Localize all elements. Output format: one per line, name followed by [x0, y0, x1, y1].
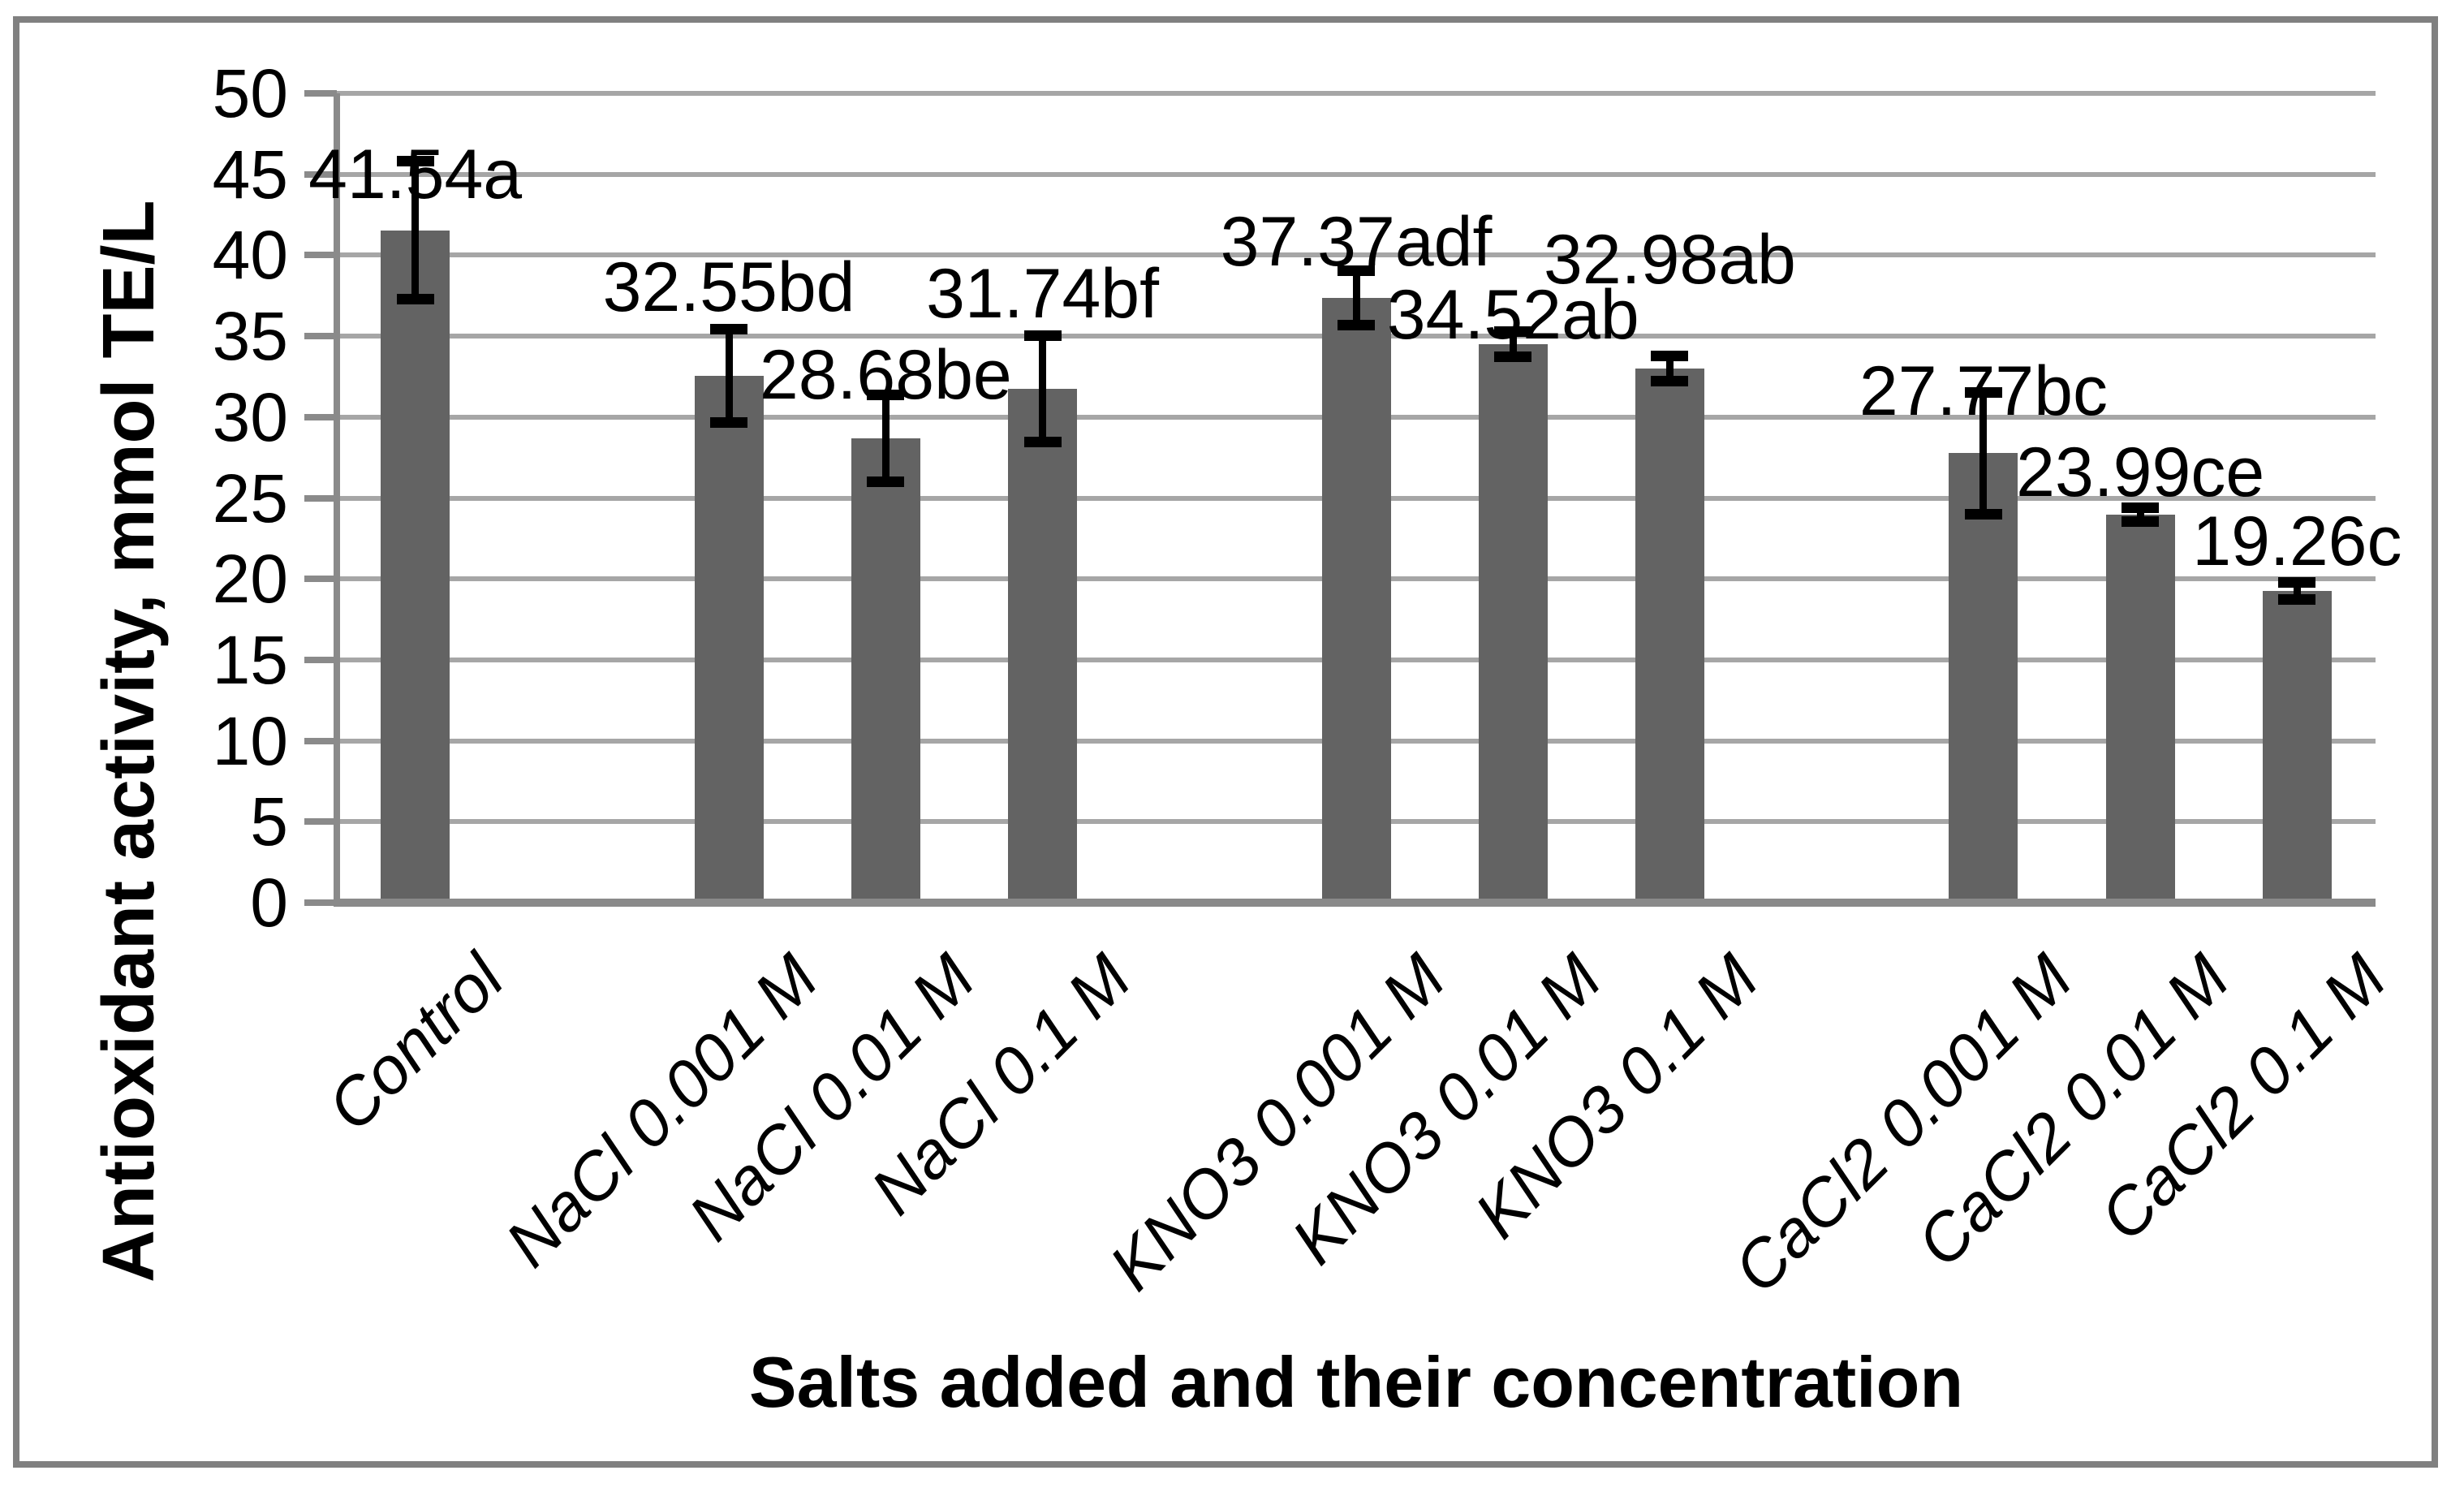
error-bar-line [2293, 579, 2301, 603]
y-tick-label: 5 [250, 783, 288, 860]
data-label: 32.55bd [602, 248, 855, 327]
bar [851, 438, 920, 899]
bar [1635, 369, 1704, 899]
bar [2105, 514, 2175, 899]
error-bar-line [725, 326, 733, 426]
error-bar-cap-bottom [1338, 319, 1375, 330]
y-tick-label: 0 [250, 865, 288, 941]
error-bar-cap-top [710, 324, 748, 335]
x-axis-title: Salts added and their concentration [748, 1342, 1964, 1422]
error-bar-cap-top [1494, 326, 1532, 337]
y-tick-label: 50 [212, 55, 288, 132]
error-bar-cap-top [1651, 351, 1689, 362]
bar [1949, 453, 2018, 899]
error-bar-cap-top [1023, 330, 1062, 342]
y-tick-label: 35 [212, 298, 288, 375]
x-axis-line [337, 899, 2376, 907]
gridline [337, 252, 2376, 258]
data-label: 41.54a [308, 135, 523, 213]
error-bar-cap-bottom [710, 416, 748, 428]
y-axis-tick [304, 413, 337, 420]
error-bar-cap-top [1964, 386, 2002, 398]
category-label: Control [313, 941, 519, 1145]
bar [2262, 590, 2332, 899]
error-bar-cap-top [1338, 265, 1375, 276]
y-axis-tick [304, 737, 337, 744]
bar [1008, 389, 1078, 899]
error-bar-cap-bottom [1023, 436, 1062, 447]
gridline [337, 91, 2376, 96]
error-bar-cap-bottom [2122, 515, 2160, 527]
y-axis-title: Antioxidant activity, mmol TE/L [88, 200, 170, 1283]
y-axis-tick [304, 576, 337, 583]
bar [1321, 297, 1391, 899]
error-bar-line [1979, 388, 1988, 519]
y-axis-line [334, 93, 340, 907]
bar [381, 230, 450, 899]
y-tick-label: 30 [212, 378, 288, 455]
y-tick-label: 40 [212, 217, 288, 294]
error-bar-line [881, 391, 890, 485]
error-bar-cap-top [2122, 502, 2160, 513]
error-bar-cap-bottom [867, 476, 905, 487]
error-bar-cap-top [867, 390, 905, 401]
error-bar-line [1352, 266, 1360, 329]
y-axis-tick [304, 333, 337, 340]
error-bar-line [1665, 352, 1674, 386]
gridline [337, 171, 2376, 177]
y-tick-label: 15 [212, 621, 288, 698]
y-axis-tick [304, 494, 337, 502]
y-tick-label: 10 [212, 702, 288, 779]
error-bar-line [1039, 332, 1047, 446]
data-label: 34.52ab [1386, 276, 1639, 355]
error-bar-cap-bottom [1964, 509, 2002, 520]
data-label: 31.74bf [926, 255, 1159, 334]
data-label: 27.77bc [1859, 351, 2108, 430]
y-axis-tick [304, 899, 337, 906]
y-tick-label: 45 [212, 136, 288, 213]
error-bar-cap-bottom [2278, 593, 2316, 605]
data-label: 19.26c [2192, 502, 2402, 581]
error-bar-line [2136, 503, 2144, 525]
y-axis-tick [304, 90, 337, 97]
y-axis-tick [304, 252, 337, 259]
data-label: 28.68be [759, 335, 1012, 414]
error-bar-cap-bottom [1651, 376, 1689, 387]
bar [1478, 343, 1548, 899]
y-axis-tick [304, 656, 337, 663]
error-bar-line [411, 157, 420, 304]
y-axis-tick [304, 818, 337, 826]
y-tick-label: 20 [212, 541, 288, 618]
data-label: 37.37adf [1220, 203, 1493, 282]
bar [694, 375, 764, 899]
error-bar-line [1509, 327, 1517, 360]
error-bar-cap-top [396, 155, 434, 166]
y-tick-label: 25 [212, 459, 288, 537]
y-axis-tick [304, 170, 337, 178]
error-bar-cap-bottom [1494, 351, 1532, 362]
error-bar-cap-bottom [396, 294, 434, 305]
data-label: 32.98ab [1544, 221, 1796, 300]
error-bar-cap-top [2278, 577, 2316, 588]
data-label: 23.99ce [2016, 433, 2265, 511]
